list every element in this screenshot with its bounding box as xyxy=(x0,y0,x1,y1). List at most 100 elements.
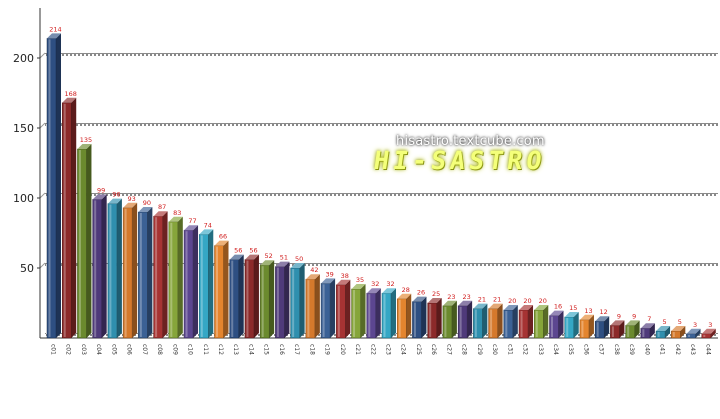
data-label: 99 xyxy=(97,186,105,194)
data-label: 13 xyxy=(584,307,592,315)
bar xyxy=(381,292,392,339)
gridline-depth xyxy=(39,192,46,199)
x-tick-label: c13 xyxy=(232,344,239,355)
bar-highlight xyxy=(322,284,325,337)
data-label: 16 xyxy=(554,303,562,311)
bar-side xyxy=(665,326,671,338)
bar-highlight xyxy=(261,266,264,337)
bar-top xyxy=(138,207,153,212)
bar-top xyxy=(519,305,534,310)
bar-highlight xyxy=(292,269,295,337)
bar xyxy=(351,288,361,339)
gridline-hatch xyxy=(45,193,718,196)
x-tick-label: c11 xyxy=(202,344,209,355)
bar-top xyxy=(366,288,381,294)
bar xyxy=(534,309,544,339)
x-tick-label: c41 xyxy=(659,344,666,355)
x-tick-label: c25 xyxy=(415,344,422,355)
bar-highlight xyxy=(124,208,127,337)
bar-highlight xyxy=(337,285,340,337)
data-label: 20 xyxy=(539,297,547,305)
bar-side xyxy=(573,312,579,338)
data-label: 56 xyxy=(249,247,257,255)
bar-side xyxy=(421,296,427,338)
bar xyxy=(625,325,635,339)
x-tick-label: c22 xyxy=(369,344,376,355)
data-label: 38 xyxy=(341,272,349,280)
bar-top xyxy=(168,216,183,222)
bar-side xyxy=(56,33,61,339)
bar xyxy=(320,283,331,339)
bar-side xyxy=(680,326,686,338)
data-label: 42 xyxy=(310,266,318,274)
data-label: 168 xyxy=(65,90,77,98)
bar-highlight xyxy=(474,309,477,337)
gridline-hatch xyxy=(45,123,718,126)
x-tick-label: c18 xyxy=(308,344,315,355)
x-tick-label: c35 xyxy=(567,344,574,355)
x-tick-label: c20 xyxy=(339,344,346,355)
x-tick-label: c36 xyxy=(582,344,589,355)
bar xyxy=(549,315,559,339)
gridline-depth xyxy=(39,52,46,59)
x-tick-label: c12 xyxy=(217,344,224,355)
data-label: 93 xyxy=(127,195,135,203)
x-tick-label: c31 xyxy=(506,344,513,355)
y-tick-label: 50 xyxy=(20,262,34,275)
bar-highlight xyxy=(109,204,112,337)
bar-side xyxy=(619,320,625,338)
bar-top xyxy=(442,300,457,306)
data-label: 56 xyxy=(234,247,242,255)
bar xyxy=(579,319,590,339)
bars xyxy=(46,33,716,339)
bar-highlight xyxy=(200,235,203,337)
x-tick-label: c40 xyxy=(643,344,650,355)
bar-side xyxy=(147,207,153,338)
bar-highlight xyxy=(581,320,584,337)
bar xyxy=(412,301,422,339)
bar-highlight xyxy=(703,334,706,337)
bar-highlight xyxy=(383,294,386,337)
bar-highlight xyxy=(139,213,142,337)
data-label: 77 xyxy=(188,217,196,225)
bar-side xyxy=(193,225,199,338)
bar xyxy=(457,305,468,339)
x-tick-labels: c01 c02 c03 c04 c05 c06 c07 c08 c09 c10 c11 c12 c13 c… xyxy=(50,344,712,355)
bar xyxy=(488,308,498,339)
bar xyxy=(229,259,239,339)
x-tick-label: c27 xyxy=(445,344,452,355)
bar-side xyxy=(406,293,412,338)
bar-highlight xyxy=(444,306,447,337)
bar-highlight xyxy=(596,322,599,337)
data-label: 15 xyxy=(569,304,577,312)
bar xyxy=(503,309,514,339)
bar-highlight xyxy=(413,302,416,337)
data-label: 23 xyxy=(462,293,470,301)
x-tick-label: c14 xyxy=(247,344,254,355)
x-tick-label: c44 xyxy=(704,344,711,355)
bar-highlight xyxy=(398,299,401,337)
bar-highlight xyxy=(246,260,249,337)
data-label: 3 xyxy=(708,321,712,329)
bar xyxy=(655,330,666,339)
bar-top xyxy=(488,303,503,309)
bar-side xyxy=(710,328,716,338)
data-label: 52 xyxy=(265,252,273,260)
bar-side xyxy=(71,97,77,338)
bar-top xyxy=(184,225,199,231)
bar-top xyxy=(47,33,61,39)
data-label: 214 xyxy=(49,25,61,33)
bar-highlight xyxy=(505,311,508,337)
bar-side xyxy=(497,303,503,338)
gridline-depth xyxy=(39,122,46,129)
bar xyxy=(168,221,179,339)
data-label: 87 xyxy=(158,203,166,211)
x-tick-label: c07 xyxy=(141,344,148,355)
bar xyxy=(518,309,529,339)
data-label: 5 xyxy=(663,318,667,326)
x-tick-label: c17 xyxy=(293,344,300,355)
x-tick-label: c05 xyxy=(110,344,117,355)
bar xyxy=(701,333,712,339)
bar-top xyxy=(351,284,366,289)
